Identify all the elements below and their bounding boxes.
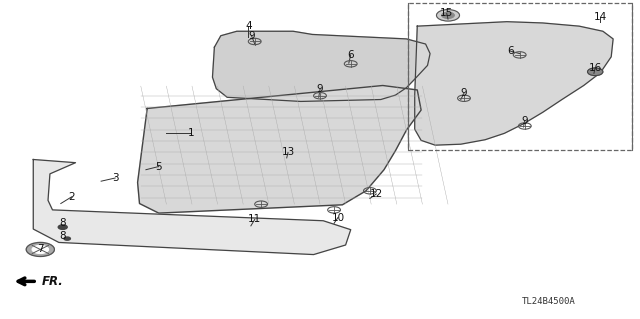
Text: 13: 13	[282, 147, 294, 158]
Text: 6: 6	[507, 46, 513, 56]
Text: 9: 9	[522, 115, 528, 126]
Text: 10: 10	[332, 212, 344, 223]
Text: 14: 14	[594, 11, 607, 22]
Bar	[408, 3, 632, 150]
Text: TL24B4500A: TL24B4500A	[522, 297, 576, 306]
Text: 8: 8	[60, 218, 66, 228]
Circle shape	[58, 225, 67, 229]
Text: 5: 5	[156, 161, 162, 172]
Circle shape	[442, 12, 454, 19]
Text: 9: 9	[461, 88, 467, 98]
Circle shape	[32, 245, 49, 254]
Polygon shape	[212, 31, 430, 101]
Text: 4: 4	[245, 21, 252, 31]
Polygon shape	[415, 22, 613, 145]
Circle shape	[64, 237, 70, 240]
Text: 1: 1	[188, 128, 194, 138]
Text: 6: 6	[348, 50, 354, 60]
Text: 11: 11	[248, 214, 261, 225]
Text: 12: 12	[370, 189, 383, 199]
Circle shape	[588, 68, 603, 76]
Polygon shape	[33, 160, 351, 255]
Text: 3: 3	[112, 173, 118, 183]
Polygon shape	[138, 85, 421, 213]
Text: 9: 9	[248, 31, 255, 41]
Text: 9: 9	[317, 84, 323, 94]
Text: 7: 7	[37, 244, 44, 255]
Circle shape	[436, 10, 460, 21]
Text: FR.: FR.	[42, 275, 63, 288]
Text: 16: 16	[589, 63, 602, 73]
Text: 15: 15	[440, 8, 453, 19]
Circle shape	[26, 242, 54, 256]
Text: 2: 2	[68, 192, 75, 202]
Text: 8: 8	[60, 231, 66, 241]
